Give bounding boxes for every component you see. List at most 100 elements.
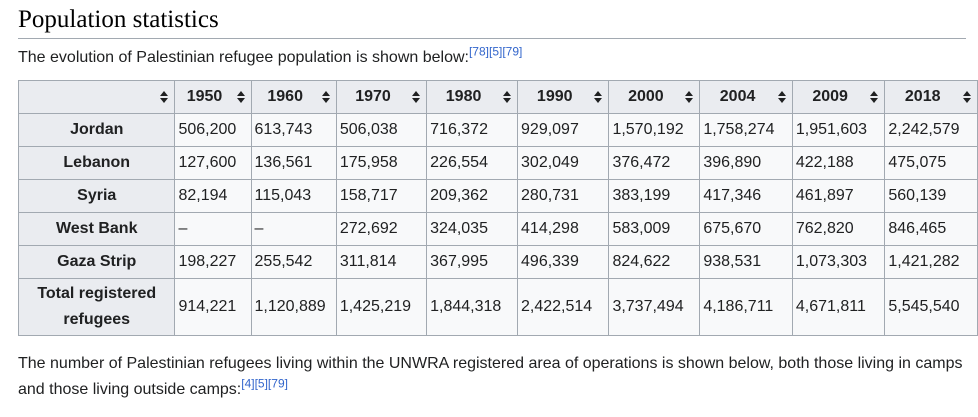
table-cell: 461,897	[791, 179, 886, 213]
sort-arrows-icon[interactable]	[236, 91, 245, 103]
table-header-row: 1950 1960 1970 1980 1990 2000 2004 2009 2018	[17, 80, 978, 114]
table-cell: 2,242,579	[884, 113, 978, 147]
sort-arrows-icon[interactable]	[160, 91, 169, 103]
column-header-label[interactable]	[17, 80, 176, 114]
table-cell: 824,622	[608, 245, 701, 279]
column-header-2018[interactable]: 2018	[884, 80, 978, 114]
row-header: West Bank	[17, 212, 176, 246]
table-cell: 417,346	[699, 179, 793, 213]
column-header-label: 1980	[445, 88, 482, 105]
column-header-2009[interactable]: 2009	[791, 80, 886, 114]
table-row: West Bank – –272,692 324,035 414,298 583,009 6…	[17, 212, 978, 246]
row-header: Lebanon	[17, 146, 176, 180]
intro-citations-link[interactable]: [78][5][79]	[468, 44, 523, 59]
table-cell: 496,339	[517, 245, 610, 279]
outro-citations-link[interactable]: [4][5][79]	[241, 376, 288, 391]
table-cell: 506,038	[335, 113, 428, 147]
table-row: Syria 82,194 115,043 158,717 209,362 280,731 3…	[17, 179, 978, 213]
column-header-1990[interactable]: 1990	[517, 80, 610, 114]
table-cell: 311,814	[335, 245, 428, 279]
column-header-1960[interactable]: 1960	[250, 80, 337, 114]
table-cell: 4,186,711	[699, 278, 793, 336]
sort-arrows-icon[interactable]	[503, 91, 512, 103]
table-cell: 1,951,603	[791, 113, 886, 147]
table-cell: 4,671,811	[791, 278, 886, 336]
table-cell: 82,194	[174, 179, 252, 213]
table-cell: 675,670	[699, 212, 793, 246]
sort-arrows-icon[interactable]	[594, 91, 603, 103]
table-cell: 280,731	[517, 179, 610, 213]
table-cell: 226,554	[426, 146, 519, 180]
table-cell: 302,049	[517, 146, 610, 180]
table-row: Lebanon 127,600 136,561 175,958 226,554 302,0…	[17, 146, 978, 180]
sort-arrows-icon[interactable]	[412, 91, 421, 103]
table-row: Jordan 506,200 613,743 506,038 716,372 929,09…	[17, 113, 978, 147]
table-cell: 938,531	[699, 245, 793, 279]
table-cell: 367,995	[426, 245, 519, 279]
table-cell: 929,097	[517, 113, 610, 147]
table-cell: 1,425,219	[335, 278, 428, 336]
table-cell: 136,561	[250, 146, 337, 180]
table-cell: 115,043	[250, 179, 337, 213]
row-header: Jordan	[17, 113, 176, 147]
column-header-1950[interactable]: 1950	[174, 80, 252, 114]
table-cell: 383,199	[608, 179, 701, 213]
table-cell: –	[250, 212, 337, 246]
table-cell: 2,422,514	[517, 278, 610, 336]
table-cell: 762,820	[791, 212, 886, 246]
table-cell: 414,298	[517, 212, 610, 246]
column-header-label: 1990	[536, 88, 573, 105]
table-cell: 255,542	[250, 245, 337, 279]
row-header: Total registered refugees	[17, 278, 176, 336]
table-cell: 1,844,318	[426, 278, 519, 336]
table-cell: 1,073,303	[791, 245, 886, 279]
table-cell: 613,743	[250, 113, 337, 147]
table-row: Gaza Strip 198,227 255,542 311,814 367,995 49…	[17, 245, 978, 279]
sort-arrows-icon[interactable]	[963, 91, 971, 103]
intro-text: The evolution of Palestinian refugee pop…	[18, 49, 469, 66]
table-cell: 324,035	[426, 212, 519, 246]
row-header: Gaza Strip	[17, 245, 176, 279]
refugee-population-table: 1950 1960 1970 1980 1990 2000 2004 2009 2018 Jor…	[17, 80, 978, 336]
table-cell: 506,200	[174, 113, 252, 147]
sort-arrows-icon[interactable]	[685, 91, 694, 103]
table-cell: 914,221	[174, 278, 252, 336]
table-cell: 716,372	[426, 113, 519, 147]
column-header-2004[interactable]: 2004	[699, 80, 793, 114]
table-cell: 3,737,494	[608, 278, 701, 336]
table-cell: 560,139	[884, 179, 978, 213]
table-cell: 1,758,274	[699, 113, 793, 147]
column-header-1980[interactable]: 1980	[426, 80, 519, 114]
sort-arrows-icon[interactable]	[321, 91, 330, 103]
table-cell: 396,890	[699, 146, 793, 180]
table-cell: 1,570,192	[608, 113, 701, 147]
column-header-label: 1970	[355, 88, 391, 105]
table-cell: 198,227	[174, 245, 252, 279]
column-header-label: 2018	[904, 88, 941, 105]
row-header: Syria	[17, 179, 176, 213]
table-cell: 846,465	[884, 212, 978, 246]
sort-arrows-icon[interactable]	[777, 91, 786, 103]
column-header-label: 2000	[628, 88, 664, 105]
table-cell: 127,600	[174, 146, 252, 180]
table-cell: 5,545,540	[884, 278, 978, 336]
column-header-2000[interactable]: 2000	[608, 80, 701, 114]
column-header-1970[interactable]: 1970	[335, 80, 428, 114]
outro-paragraph: The number of Palestinian refugees livin…	[18, 351, 968, 403]
column-header-label: 1950	[186, 88, 223, 105]
outro-text: The number of Palestinian refugees livin…	[18, 355, 963, 398]
column-header-label: 2009	[812, 88, 848, 105]
table-cell: 376,472	[608, 146, 701, 180]
table-cell: 1,120,889	[250, 278, 337, 336]
table-cell: 272,692	[335, 212, 428, 246]
table-cell: 158,717	[335, 179, 428, 213]
sort-arrows-icon[interactable]	[870, 91, 879, 103]
table-row: Total registered refugees 914,221 1,120,88…	[17, 278, 978, 336]
column-header-label: 1960	[267, 88, 303, 105]
table-cell: 422,188	[791, 146, 886, 180]
table-cell: 175,958	[335, 146, 428, 180]
section-heading: Population statistics	[18, 0, 966, 39]
content-area: Population statistics The evolution of P…	[17, 0, 978, 403]
column-header-label: 2004	[719, 88, 756, 105]
table-cell: 475,075	[884, 146, 978, 180]
